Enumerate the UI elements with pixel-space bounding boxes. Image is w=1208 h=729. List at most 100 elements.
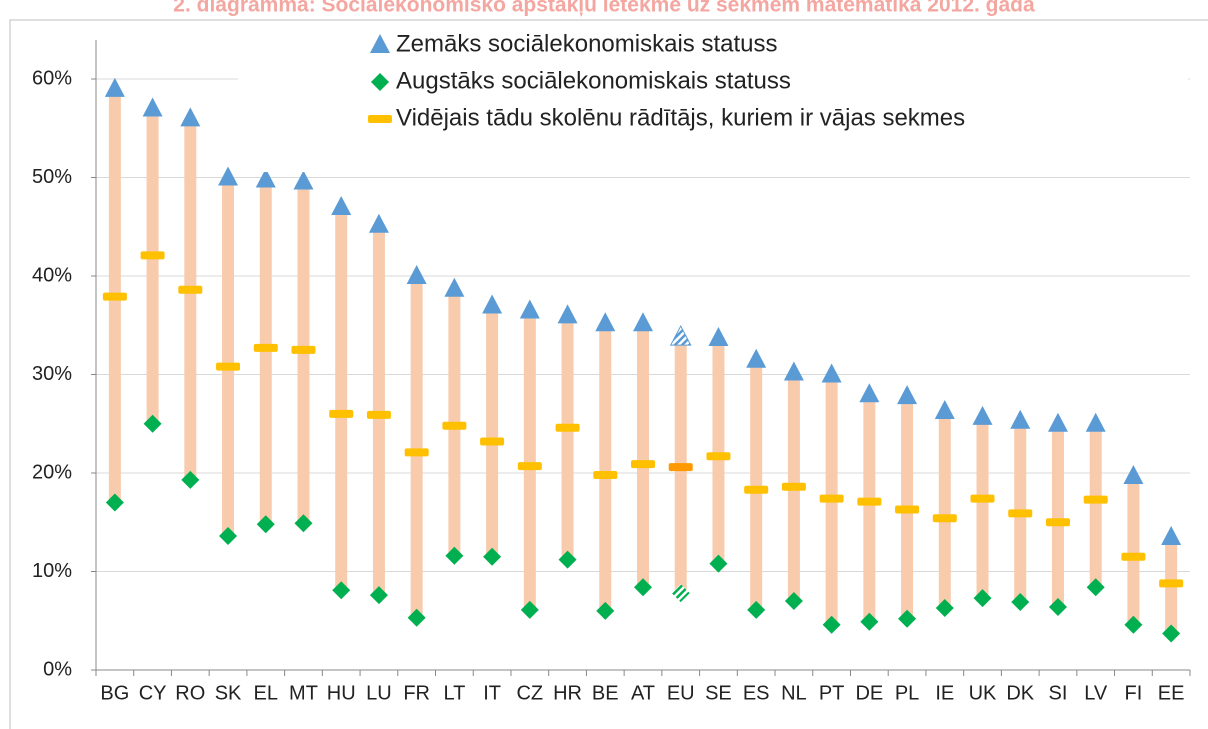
marker-dash [932, 514, 957, 523]
marker-triangle [669, 324, 692, 346]
range-bar [1089, 423, 1102, 588]
marker-diamond [822, 615, 841, 634]
marker-diamond [1124, 615, 1143, 634]
range-bar [1127, 475, 1140, 625]
range-bar [146, 108, 159, 424]
marker-dash [819, 494, 844, 503]
marker-diamond [747, 600, 766, 619]
x-tick-label: EE [1158, 682, 1185, 704]
marker-dash [1008, 509, 1033, 518]
marker-diamond [181, 470, 200, 489]
marker-diamond [369, 586, 388, 605]
chart-border [9, 19, 1208, 729]
marker-dash [140, 251, 165, 260]
marker-triangle [1123, 464, 1144, 484]
marker-dash [1159, 579, 1184, 588]
legend-marker [368, 115, 392, 123]
range-bar [335, 207, 348, 591]
x-tick-label: AT [631, 682, 655, 704]
marker-diamond [898, 609, 917, 628]
marker-diamond [935, 598, 954, 617]
marker-dash [442, 421, 467, 430]
range-bar [561, 315, 574, 560]
marker-triangle [746, 348, 767, 368]
x-tick-label: HR [553, 682, 582, 704]
range-bar [599, 323, 612, 611]
marker-dash [404, 448, 429, 457]
x-tick-label: BG [100, 682, 129, 704]
y-tick-label: 40% [32, 264, 72, 286]
marker-dash [102, 292, 127, 301]
marker-diamond [219, 527, 238, 546]
legend-bg [238, 24, 1188, 172]
marker-diamond [671, 584, 690, 603]
y-tick-label: 60% [32, 67, 72, 89]
x-tick-label: FR [403, 682, 430, 704]
marker-triangle [821, 363, 842, 383]
marker-dash [781, 482, 806, 491]
marker-dash [517, 462, 542, 471]
x-tick-label: FI [1125, 682, 1143, 704]
x-tick-label: LV [1084, 682, 1108, 704]
y-tick-label: 30% [32, 363, 72, 385]
marker-dash [857, 497, 882, 506]
range-bar [863, 394, 876, 622]
x-tick-label: RO [175, 682, 205, 704]
legend-marker [371, 73, 389, 91]
marker-diamond [332, 581, 351, 600]
x-tick-label: LT [443, 682, 465, 704]
x-tick-label: EL [254, 682, 278, 704]
marker-dash [593, 470, 618, 479]
x-tick-label: LU [366, 682, 392, 704]
marker-diamond [143, 414, 162, 433]
marker-dash [1045, 518, 1070, 527]
marker-triangle [1085, 412, 1106, 432]
marker-dash [1121, 552, 1146, 561]
marker-triangle [783, 361, 804, 381]
marker-triangle [708, 327, 729, 347]
y-tick-label: 50% [32, 166, 72, 188]
x-tick-label: PT [819, 682, 845, 704]
marker-dash [668, 463, 693, 472]
marker-dash [706, 452, 731, 461]
y-tick-label: 20% [32, 461, 72, 483]
legend-label: Vidējais tādu skolēnu rādītājs, kuriem i… [396, 104, 965, 131]
marker-triangle [444, 277, 465, 297]
marker-triangle [406, 265, 427, 284]
x-tick-label: IT [483, 682, 501, 704]
marker-triangle [972, 405, 993, 425]
x-tick-label: EU [667, 682, 695, 704]
range-bar [1051, 423, 1064, 607]
x-tick-label: NL [781, 682, 807, 704]
marker-dash [291, 345, 316, 354]
marker-diamond [1162, 624, 1181, 643]
marker-diamond [1011, 593, 1030, 612]
marker-diamond [973, 589, 992, 608]
marker-triangle [255, 168, 276, 188]
x-tick-label: BE [592, 682, 619, 704]
marker-dash [631, 460, 655, 469]
marker-diamond [256, 515, 275, 534]
range-bar [410, 276, 423, 618]
x-tick-label: ES [743, 682, 770, 704]
legend-label: Zemāks sociālekonomiskais statuss [396, 30, 777, 57]
marker-diamond [558, 550, 577, 569]
marker-dash [744, 485, 769, 494]
range-bar [486, 305, 499, 557]
marker-triangle [1010, 409, 1031, 429]
x-tick-label: SE [705, 682, 732, 704]
marker-dash [1083, 495, 1108, 504]
x-tick-label: SK [215, 682, 242, 704]
marker-dash [178, 285, 203, 294]
x-tick-label: CY [139, 682, 167, 704]
marker-dash [970, 494, 995, 503]
marker-triangle [293, 170, 314, 190]
x-tick-label: HU [327, 682, 356, 704]
marker-triangle [1161, 526, 1182, 546]
marker-diamond [634, 578, 652, 597]
range-bar [712, 338, 725, 564]
x-tick-label: PL [895, 682, 919, 704]
marker-triangle [142, 97, 163, 117]
marker-diamond [105, 493, 124, 512]
range-bar [976, 416, 989, 599]
